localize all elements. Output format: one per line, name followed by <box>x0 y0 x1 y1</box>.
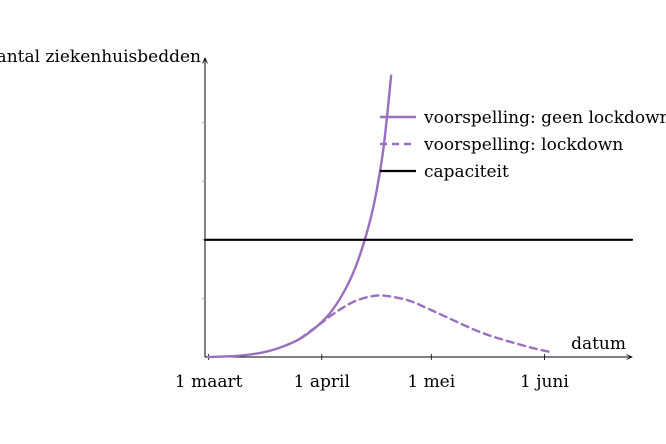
series-line-voorspelling-geen-lockdown <box>207 74 393 359</box>
y-axis-label: aantal ziekenhuisbedden <box>0 47 201 67</box>
x-tick-label-0: 1 maart <box>175 372 243 392</box>
legend-label-voorspelling-lockdown: voorspelling: lockdown <box>423 135 623 155</box>
legend: voorspelling: geen lockdown voorspelling:… <box>380 108 666 182</box>
x-tick-label-3: 1 juni <box>520 372 569 392</box>
x-tick-label-2: 1 mei <box>407 372 455 392</box>
x-axis-label: datum <box>571 334 626 354</box>
x-ticks: 1 maart 1 april 1 mei 1 juni <box>175 354 569 392</box>
series-layer <box>203 74 634 359</box>
series-line-voorspelling-lockdown <box>298 294 553 354</box>
x-tick-label-1: 1 april <box>294 372 350 392</box>
legend-label-voorspelling-geen-lockdown: voorspelling: geen lockdown <box>423 108 666 128</box>
plot-area: 1 maart 1 april 1 mei 1 juni <box>175 58 634 392</box>
legend-label-capaciteit: capaciteit <box>424 162 509 182</box>
